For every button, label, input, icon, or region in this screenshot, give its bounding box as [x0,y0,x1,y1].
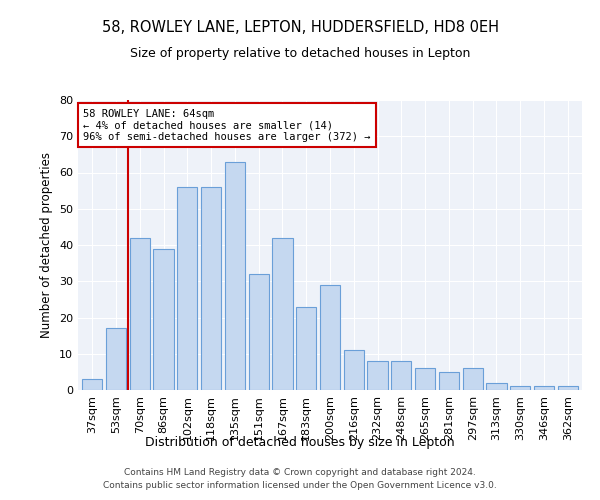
Bar [130,238,150,390]
Text: 58 ROWLEY LANE: 64sqm
← 4% of detached houses are smaller (14)
96% of semi-detac: 58 ROWLEY LANE: 64sqm ← 4% of detached h… [83,108,371,142]
Y-axis label: Number of detached properties: Number of detached properties [40,152,53,338]
Text: Contains HM Land Registry data © Crown copyright and database right 2024.: Contains HM Land Registry data © Crown c… [124,468,476,477]
Bar [557,386,578,390]
Bar [248,274,269,390]
Bar [487,383,506,390]
Bar [510,386,530,390]
Bar [344,350,364,390]
Bar [391,361,412,390]
Text: Size of property relative to detached houses in Lepton: Size of property relative to detached ho… [130,48,470,60]
Bar [534,386,554,390]
Bar [177,187,197,390]
Bar [154,248,173,390]
Text: Distribution of detached houses by size in Lepton: Distribution of detached houses by size … [145,436,455,449]
Bar [106,328,126,390]
Text: Contains public sector information licensed under the Open Government Licence v3: Contains public sector information licen… [103,480,497,490]
Bar [225,162,245,390]
Bar [320,285,340,390]
Bar [415,368,435,390]
Bar [296,306,316,390]
Bar [272,238,293,390]
Bar [201,187,221,390]
Text: 58, ROWLEY LANE, LEPTON, HUDDERSFIELD, HD8 0EH: 58, ROWLEY LANE, LEPTON, HUDDERSFIELD, H… [101,20,499,35]
Bar [463,368,483,390]
Bar [367,361,388,390]
Bar [439,372,459,390]
Bar [82,379,103,390]
